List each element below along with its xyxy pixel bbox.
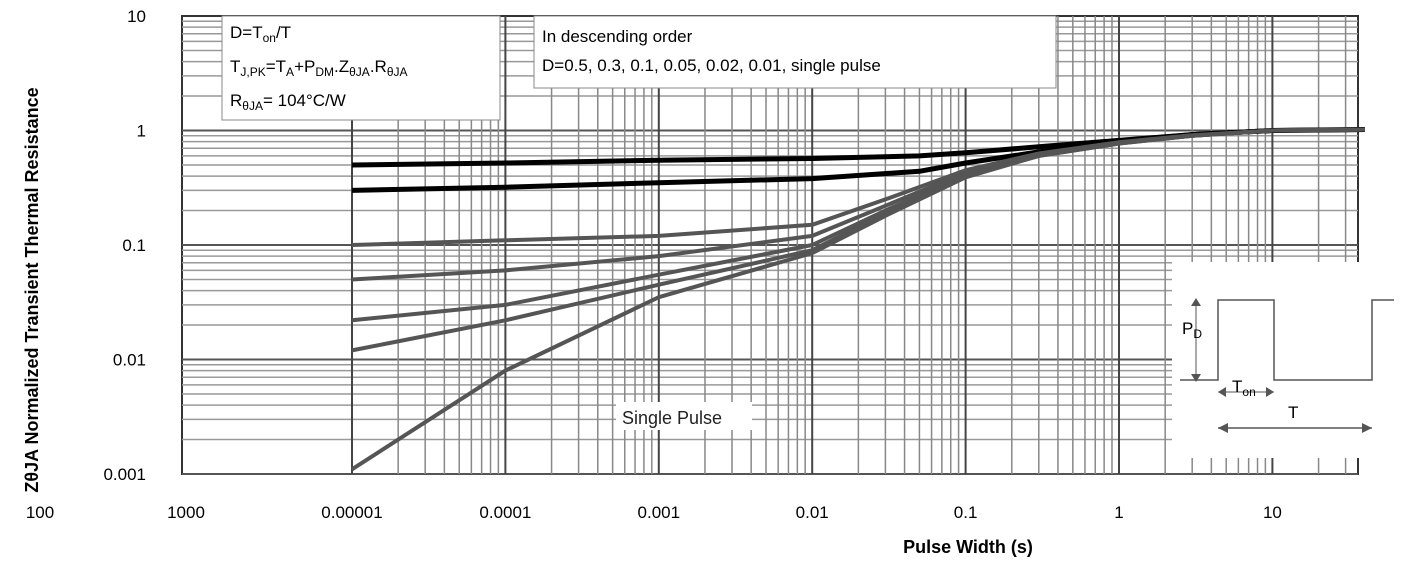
y-axis-title: ZθJA Normalized Transient Thermal Resist… bbox=[22, 87, 42, 492]
pdm-arrow-up-icon bbox=[1191, 298, 1201, 306]
ton-arrow-right-icon bbox=[1266, 387, 1274, 397]
y-tick-label: 0.01 bbox=[113, 351, 146, 370]
pdm-label: PD bbox=[1182, 319, 1202, 341]
y-tick-label: 10 bbox=[127, 7, 146, 26]
x-axis-title: Pulse Width (s) bbox=[903, 537, 1033, 557]
ton-arrow-left-icon bbox=[1218, 387, 1226, 397]
x-tick-label: 0.01 bbox=[796, 503, 829, 522]
order-box: In descending order D=0.5, 0.3, 0.1, 0.0… bbox=[533, 15, 1057, 89]
x-tick-label: 0.0001 bbox=[479, 503, 531, 522]
order-note-title: In descending order bbox=[542, 27, 693, 46]
x-tick-label: 0.1 bbox=[954, 503, 978, 522]
x-tick-label: 10 bbox=[1263, 503, 1282, 522]
x-tick-label: 1 bbox=[1114, 503, 1123, 522]
order-note-values: D=0.5, 0.3, 0.1, 0.05, 0.02, 0.01, singl… bbox=[542, 56, 881, 75]
period-arrow-left-icon bbox=[1218, 423, 1228, 433]
x-tick-label: 1000 bbox=[167, 503, 205, 522]
pulse-waveform-inset: PD Ton T bbox=[1172, 262, 1394, 458]
single-pulse-label: Single Pulse bbox=[622, 408, 722, 428]
x-tick-label: 0.00001 bbox=[321, 503, 382, 522]
y-axis-title-group: ZθJA Normalized Transient Thermal Resist… bbox=[22, 87, 42, 492]
formula-duty-cycle: D=Ton/T bbox=[230, 23, 291, 45]
single-pulse-label-bg bbox=[616, 402, 752, 430]
ton-label: Ton bbox=[1232, 377, 1256, 399]
formula-box: D=Ton/T TJ,PK=TA+PDM.ZθJA.RθJA RθJA= 104… bbox=[221, 15, 501, 121]
y-tick-label: 1 bbox=[137, 122, 146, 141]
formula-peak-junction: TJ,PK=TA+PDM.ZθJA.RθJA bbox=[230, 57, 408, 79]
y-tick-label: 0.1 bbox=[122, 236, 146, 255]
series-lines bbox=[350, 127, 1365, 471]
pulse-waveform-line bbox=[1180, 299, 1394, 381]
series-line-single-pulse bbox=[350, 127, 1365, 471]
y-tick-label: 0.001 bbox=[103, 465, 146, 484]
x-tick-label: 100 bbox=[26, 503, 54, 522]
pdm-arrow-down-icon bbox=[1191, 374, 1201, 382]
x-tick-label: 0.001 bbox=[638, 503, 681, 522]
period-arrow-right-icon bbox=[1362, 423, 1372, 433]
formula-thermal-resistance: RθJA= 104°C/W bbox=[230, 91, 346, 113]
period-label: T bbox=[1288, 403, 1298, 422]
tick-labels: 100 1000 0.00001 0.0001 0.001 0.01 0.1 1 10 10 1 0.… bbox=[26, 7, 1282, 522]
